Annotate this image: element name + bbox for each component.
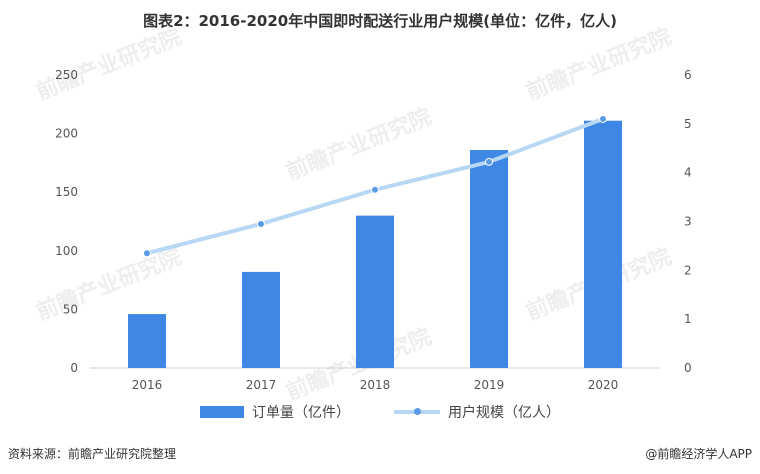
legend-label-users: 用户规模（亿人） bbox=[448, 405, 560, 421]
x-tick-label: 2018 bbox=[360, 378, 391, 392]
bar-orders-2016 bbox=[128, 314, 166, 368]
x-tick-label: 2017 bbox=[246, 378, 277, 392]
brand-credit: @前瞻经济学人APP bbox=[645, 447, 752, 461]
watermark-text: 前瞻产业研究院 bbox=[523, 24, 676, 106]
bars bbox=[128, 120, 622, 368]
y-right-tick-label: 0 bbox=[684, 361, 692, 375]
point-users-2020 bbox=[599, 114, 607, 123]
legend-item-orders: 订单量（亿件） bbox=[200, 402, 350, 422]
user-scale-line bbox=[143, 114, 607, 258]
legend-item-users: 用户规模（亿人） bbox=[394, 402, 560, 422]
y-left-tick-label: 50 bbox=[63, 302, 78, 316]
bar-orders-2017 bbox=[242, 271, 280, 368]
y-right-tick-label: 1 bbox=[684, 312, 692, 326]
source-note: 资料来源：前瞻产业研究院整理 bbox=[8, 447, 177, 461]
watermark-text: 前瞻产业研究院 bbox=[283, 104, 436, 186]
point-users-2016 bbox=[143, 249, 151, 258]
bar-orders-2018 bbox=[356, 215, 394, 368]
x-tick-label: 2019 bbox=[474, 378, 505, 392]
legend: 订单量（亿件） 用户规模（亿人） bbox=[0, 402, 760, 422]
y-left-tick-label: 250 bbox=[55, 68, 78, 82]
legend-label-orders: 订单量（亿件） bbox=[252, 405, 350, 421]
y-right-tick-label: 4 bbox=[684, 166, 692, 180]
bar-orders-2019 bbox=[470, 150, 508, 368]
point-users-2019 bbox=[485, 157, 493, 166]
y-left-tick-label: 100 bbox=[55, 244, 78, 258]
y-right-tick-label: 3 bbox=[684, 215, 692, 229]
y-right-tick-label: 6 bbox=[684, 68, 692, 82]
point-users-2017 bbox=[257, 219, 265, 228]
y-left-tick-label: 0 bbox=[70, 361, 78, 375]
bar-orders-2020 bbox=[584, 120, 622, 368]
x-tick-label: 2016 bbox=[132, 378, 163, 392]
point-users-2018 bbox=[371, 185, 379, 194]
legend-bar-swatch bbox=[200, 406, 244, 418]
y-right-tick-label: 5 bbox=[684, 117, 692, 131]
chart-svg: 前瞻产业研究院前瞻产业研究院前瞻产业研究院前瞻产业研究院前瞻产业研究院前瞻产业研… bbox=[33, 24, 692, 400]
chart-title: 图表2：2016-2020年中国即时配送行业用户规模(单位：亿件，亿人) bbox=[143, 12, 617, 30]
y-left-tick-label: 150 bbox=[55, 185, 78, 199]
legend-line-swatch bbox=[394, 408, 440, 415]
watermark-text: 前瞻产业研究院 bbox=[33, 24, 186, 106]
x-tick-label: 2020 bbox=[588, 378, 619, 392]
y-left-tick-label: 200 bbox=[55, 127, 78, 141]
y-right-tick-label: 2 bbox=[684, 263, 692, 277]
